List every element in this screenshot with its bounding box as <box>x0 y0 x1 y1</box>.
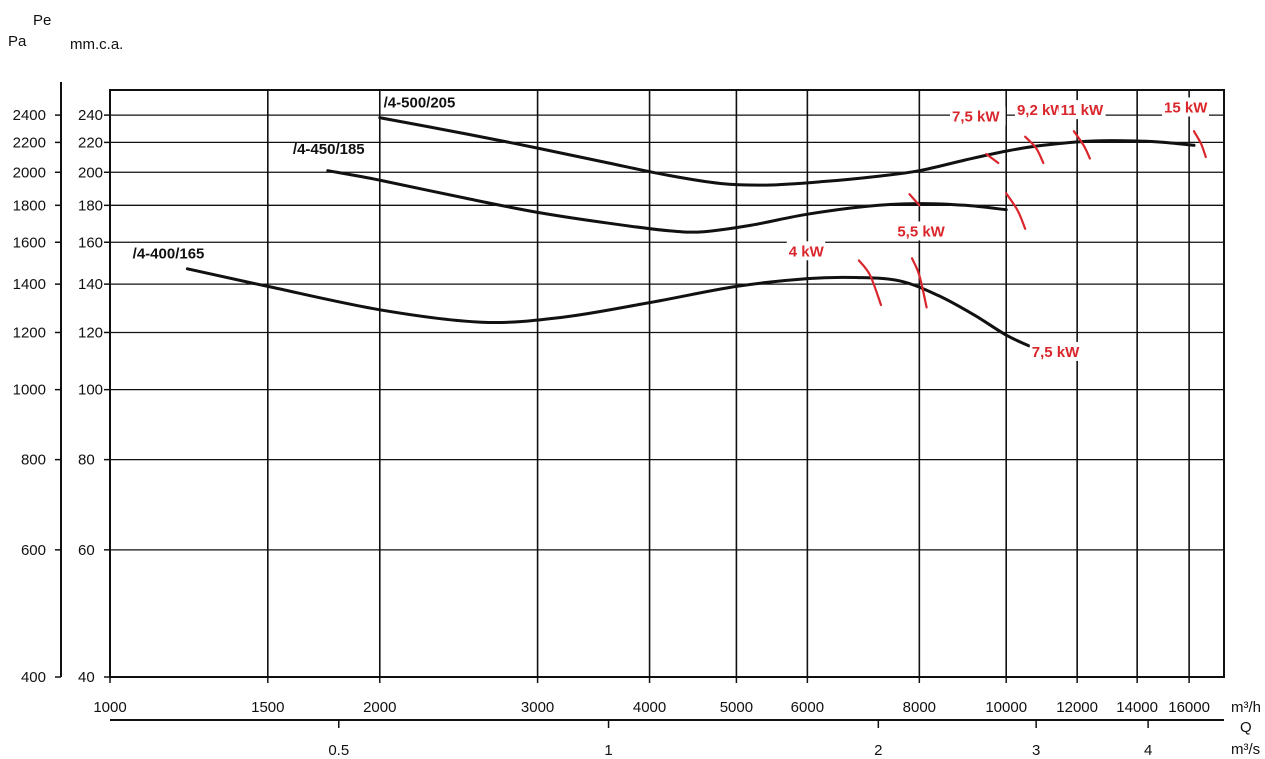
y-tick-label-mmca: 60 <box>78 542 95 559</box>
x-tick-label: 2000 <box>363 699 396 716</box>
y-tick-label-mmca: 240 <box>78 107 103 124</box>
x-tick-label: 3000 <box>521 699 554 716</box>
power-label-bg <box>1014 100 1071 120</box>
x-tick-label: 5000 <box>720 699 753 716</box>
axes: 1000 1500 2000 3000 4000 5000 6000 8000 10000 120… <box>13 82 1224 759</box>
y-tick-label-mmca: 140 <box>78 276 103 293</box>
power-mark <box>1005 192 1027 230</box>
power-label: 7,5 kW <box>1032 344 1080 361</box>
x-tick-label: 16000 <box>1168 699 1210 716</box>
x2-tick-label: 2 <box>874 742 882 759</box>
unit-m3s-label: m³/s <box>1231 741 1260 758</box>
grid-lines <box>109 89 1225 678</box>
x2-tick-label: 1 <box>604 742 612 759</box>
power-label: 4 kW <box>789 243 825 260</box>
power-label: 5,5 kW <box>897 223 945 240</box>
y-tick-label-pa: 1400 <box>13 276 46 293</box>
power-label-bg <box>1058 100 1106 120</box>
performance-curves <box>185 116 1196 348</box>
power-mark <box>857 259 883 307</box>
curve-label: /4-450/185 <box>293 141 365 158</box>
curve-label: /4-400/165 <box>133 245 205 262</box>
power-marks <box>857 130 1207 309</box>
power-label: 9,2 kW <box>1017 102 1065 119</box>
power-mark <box>1072 130 1091 160</box>
x2-tick-label: 3 <box>1032 742 1040 759</box>
y-tick-label-pa: 1800 <box>13 197 46 214</box>
y-tick-label-mmca: 160 <box>78 234 103 251</box>
power-mark <box>1024 135 1045 165</box>
power-mark <box>908 193 921 207</box>
y-tick-label-pa: 1600 <box>13 234 46 251</box>
unit-m3h-label: m³/h <box>1231 699 1261 716</box>
y-tick-label-mmca: 100 <box>78 382 103 399</box>
x-tick-label: 10000 <box>985 699 1027 716</box>
series-line <box>378 116 1196 187</box>
y-tick-label-mmca: 180 <box>78 197 103 214</box>
y-tick-label-mmca: 80 <box>78 452 95 469</box>
power-mark <box>910 257 928 309</box>
x-tick-label: 1500 <box>251 699 284 716</box>
y-tick-label-pa: 2000 <box>13 164 46 181</box>
y-tick-label-pa: 1200 <box>13 324 46 341</box>
y-tick-label-pa: 600 <box>21 542 46 559</box>
power-mark <box>985 152 1000 165</box>
y-tick-label-pa: 400 <box>21 669 46 686</box>
power-label-bg <box>949 106 1006 126</box>
power-mark <box>1192 130 1207 159</box>
unit-pa-label: Pa <box>8 33 27 50</box>
unit-q-label: Q <box>1240 719 1252 736</box>
power-label: 7,5 kW <box>952 109 1000 126</box>
series-line <box>185 267 1031 348</box>
curve-label: /4-500/205 <box>384 94 456 111</box>
x-tick-label: 6000 <box>791 699 824 716</box>
power-label-bg <box>1029 341 1086 361</box>
x-tick-label: 1000 <box>93 699 126 716</box>
x-tick-label: 4000 <box>633 699 666 716</box>
x2-tick-label: 0.5 <box>328 742 349 759</box>
y-tick-label-mmca: 40 <box>78 669 95 686</box>
x-tick-label: 8000 <box>903 699 936 716</box>
power-label: 11 kW <box>1061 102 1104 119</box>
power-label-bg <box>1162 97 1210 117</box>
y-tick-label-pa: 2200 <box>13 134 46 151</box>
y-tick-label-mmca: 120 <box>78 324 103 341</box>
x-tick-label: 12000 <box>1056 699 1098 716</box>
y-tick-label-pa: 800 <box>21 452 46 469</box>
unit-mmca-label: mm.c.a. <box>70 36 123 53</box>
y-tick-label-mmca: 220 <box>78 134 103 151</box>
x2-tick-label: 4 <box>1144 742 1152 759</box>
power-label-bg <box>786 241 826 261</box>
x-tick-label: 14000 <box>1116 699 1158 716</box>
series-line <box>326 169 1008 234</box>
y-tick-label-mmca: 200 <box>78 164 103 181</box>
unit-pe-label: Pe <box>33 12 51 29</box>
power-label: 15 kW <box>1164 99 1208 116</box>
labels: /4-500/205/4-450/185/4-400/165 7,5 kW 9,2 … <box>133 94 1210 361</box>
y-tick-label-pa: 1000 <box>13 382 46 399</box>
y-tick-label-pa: 2400 <box>13 107 46 124</box>
power-label-bg <box>895 221 951 241</box>
plot-frame <box>109 89 1225 678</box>
